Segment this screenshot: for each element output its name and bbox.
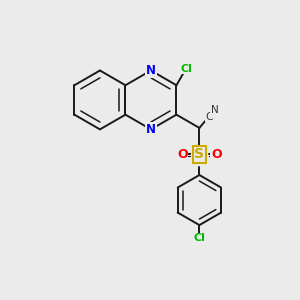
Text: N: N (146, 64, 156, 77)
Text: C: C (205, 112, 212, 122)
Text: O: O (211, 148, 222, 161)
Text: O: O (177, 148, 188, 161)
Text: S: S (194, 147, 204, 161)
Text: Cl: Cl (194, 233, 205, 243)
Text: N: N (211, 105, 218, 115)
Text: Cl: Cl (180, 64, 192, 74)
Text: N: N (146, 123, 156, 136)
